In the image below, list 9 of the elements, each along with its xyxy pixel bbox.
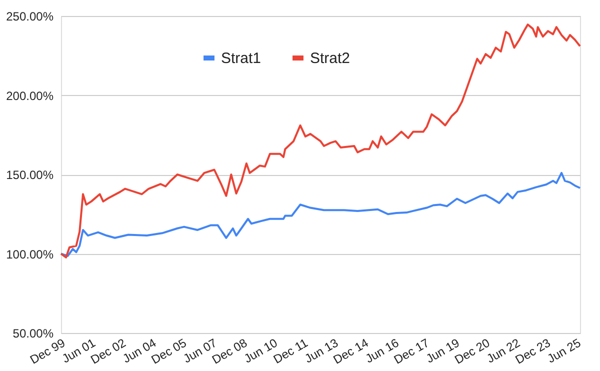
legend-label: Strat2 — [310, 50, 350, 67]
legend-label: Strat1 — [221, 50, 262, 67]
y-tick-label: 250.00% — [6, 10, 54, 24]
y-tick-label: 100.00% — [6, 247, 54, 262]
line-series — [60, 24, 581, 258]
y-tick-label: 150.00% — [6, 168, 54, 182]
line-series — [60, 172, 581, 257]
y-tick-label: 200.00% — [6, 88, 54, 103]
y-tick-label: 50.00% — [12, 326, 54, 340]
